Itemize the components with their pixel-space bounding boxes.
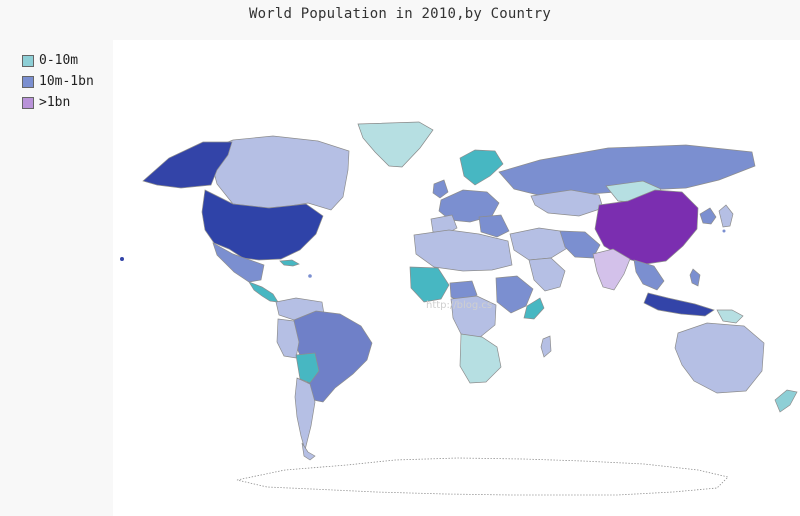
island-caribbean-small[interactable] xyxy=(308,274,312,278)
country-indonesia[interactable] xyxy=(643,292,715,317)
legend-item-10m-1bn[interactable]: 10m-1bn xyxy=(22,71,94,92)
country-caribbean[interactable] xyxy=(279,259,300,267)
country-scandinavia[interactable] xyxy=(459,149,504,186)
legend-item-1bn[interactable]: >1bn xyxy=(22,92,94,113)
country-new-zealand[interactable] xyxy=(774,389,798,413)
legend-label-1bn: >1bn xyxy=(39,95,71,110)
country-iran-pakistan[interactable] xyxy=(559,230,601,259)
country-philippines[interactable] xyxy=(689,268,701,287)
legend-item-0-10m[interactable]: 0-10m xyxy=(22,50,94,71)
country-greenland[interactable] xyxy=(357,121,434,168)
world-map xyxy=(120,121,798,496)
legend-swatch-10m-1bn xyxy=(22,75,34,88)
country-japan-islands[interactable] xyxy=(718,204,734,228)
antarctica-outline xyxy=(236,457,729,496)
country-balkans[interactable] xyxy=(478,214,510,238)
country-uk-ireland[interactable] xyxy=(432,179,449,199)
world-map-panel: http://blog.cs xyxy=(113,40,800,516)
country-east-africa[interactable] xyxy=(495,275,534,314)
country-southeast-asia[interactable] xyxy=(633,259,665,291)
country-kazakhstan[interactable] xyxy=(530,189,604,217)
country-bolivia-paraguay[interactable] xyxy=(295,352,320,384)
legend-label-10m-1bn: 10m-1bn xyxy=(39,74,94,89)
legend-swatch-1bn xyxy=(22,96,34,109)
legend-label-0-10m: 0-10m xyxy=(39,53,79,68)
country-southern-africa[interactable] xyxy=(459,333,502,384)
country-peru[interactable] xyxy=(276,318,300,359)
country-alaska[interactable] xyxy=(142,141,233,189)
country-china[interactable] xyxy=(594,189,699,265)
watermark-text: http://blog.cs xyxy=(426,300,493,311)
country-usa[interactable] xyxy=(201,189,324,261)
country-madagascar[interactable] xyxy=(540,335,552,358)
legend: 0-10m 10m-1bn >1bn xyxy=(22,50,94,113)
country-australia[interactable] xyxy=(674,322,765,394)
island-japan-south[interactable] xyxy=(722,229,726,233)
legend-swatch-0-10m xyxy=(22,54,34,67)
country-north-africa[interactable] xyxy=(413,229,513,272)
island-hawaii[interactable] xyxy=(120,257,124,261)
country-central-africa[interactable] xyxy=(450,295,497,339)
country-mexico[interactable] xyxy=(212,242,265,283)
map-title: World Population in 2010,by Country xyxy=(248,6,551,22)
country-west-africa[interactable] xyxy=(409,266,450,303)
country-middle-east[interactable] xyxy=(509,227,570,261)
country-southern-tip[interactable] xyxy=(301,442,316,461)
country-arabia[interactable] xyxy=(528,257,566,292)
country-somalia[interactable] xyxy=(523,297,545,320)
country-central-america[interactable] xyxy=(248,281,279,303)
country-korea-japan[interactable] xyxy=(699,207,717,225)
country-canada[interactable] xyxy=(207,135,350,211)
country-papua-new-guinea[interactable] xyxy=(716,309,744,324)
country-india[interactable] xyxy=(592,248,631,291)
